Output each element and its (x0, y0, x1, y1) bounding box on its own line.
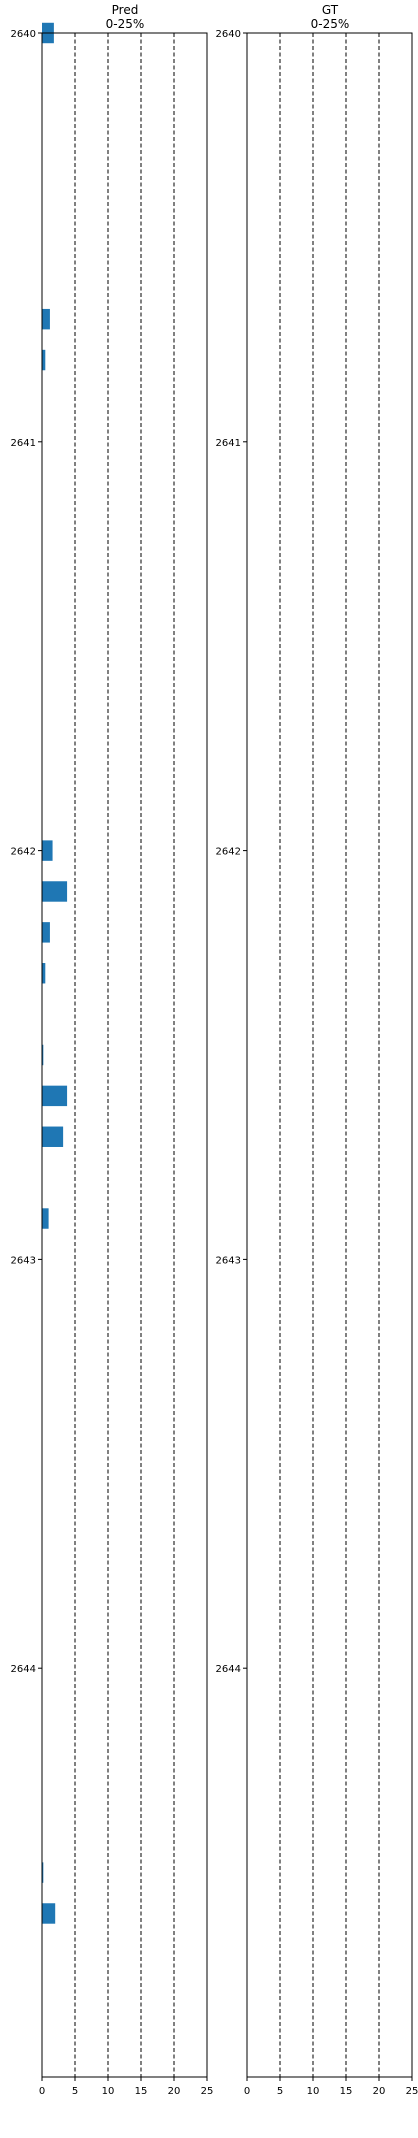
pred-y-tick-label-2641: 2641 (11, 438, 36, 449)
pred-bar-9 (42, 1126, 64, 1147)
pred-x-tick-label-20: 20 (168, 2086, 181, 2097)
pred-bar-2 (42, 349, 46, 371)
pred-bar-1 (42, 308, 50, 330)
pred-x-tick-label-25: 25 (201, 2086, 214, 2097)
panel-gt: GT 0-25% 0 5 10 15 20 25 2640 2641 2642 2643 2644 (216, 3, 418, 2097)
pred-x-tick-label-10: 10 (102, 2086, 115, 2097)
pred-axes-frame (41, 32, 208, 2078)
gt-y-tick-label-2641: 2641 (216, 438, 241, 449)
gt-x-tick-label-25: 25 (406, 2086, 418, 2097)
pred-bar-6 (42, 963, 46, 984)
gt-y-tick-label-2640: 2640 (216, 29, 241, 40)
gt-x-tick-label-5: 5 (277, 2086, 283, 2097)
panel-pred: Pred 0-25% 0 5 10 15 20 25 2640 2641 2642 2643 264… (11, 3, 214, 2097)
pred-bar-4 (42, 881, 68, 902)
pred-bar-7 (42, 1044, 44, 1066)
gt-y-tick-label-2644: 2644 (216, 1664, 241, 1675)
pred-x-tick-label-0: 0 (39, 2086, 45, 2097)
pred-x-tick-label-5: 5 (72, 2086, 78, 2097)
gt-y-tick-label-2642: 2642 (216, 847, 241, 858)
pred-y-tick-label-2644: 2644 (11, 1664, 36, 1675)
pred-y-tick-label-2643: 2643 (11, 1255, 36, 1266)
pred-bar-5 (42, 922, 50, 943)
gt-y-tick-label-2643: 2643 (216, 1255, 241, 1266)
pred-bar-11 (42, 1862, 44, 1883)
gt-x-tick-label-0: 0 (244, 2086, 250, 2097)
panel-pred-plot-area: 0 5 10 15 20 25 2640 2641 2642 2643 2644 (11, 22, 214, 2097)
pred-bar-8 (42, 1085, 68, 1107)
gt-x-tick-label-20: 20 (373, 2086, 386, 2097)
pred-y-tick-label-2642: 2642 (11, 847, 36, 858)
pred-bar-10 (42, 1208, 49, 1229)
pred-bar-3 (42, 840, 53, 861)
gt-x-tick-label-15: 15 (340, 2086, 353, 2097)
gt-x-tick-label-10: 10 (307, 2086, 320, 2097)
panel-gt-title-line-1: GT (322, 3, 339, 17)
panel-gt-title-line-2: 0-25% (311, 17, 350, 31)
pred-y-tick-label-2640: 2640 (11, 29, 36, 40)
gt-axes-frame (246, 32, 413, 2078)
panel-pred-title-line-2: 0-25% (106, 17, 145, 31)
panel-gt-plot-area: 0 5 10 15 20 25 2640 2641 2642 2643 2644 (216, 29, 418, 2097)
pred-bar-12 (42, 1903, 56, 1924)
panel-pred-title-line-1: Pred (112, 3, 139, 17)
pred-x-tick-label-15: 15 (135, 2086, 148, 2097)
